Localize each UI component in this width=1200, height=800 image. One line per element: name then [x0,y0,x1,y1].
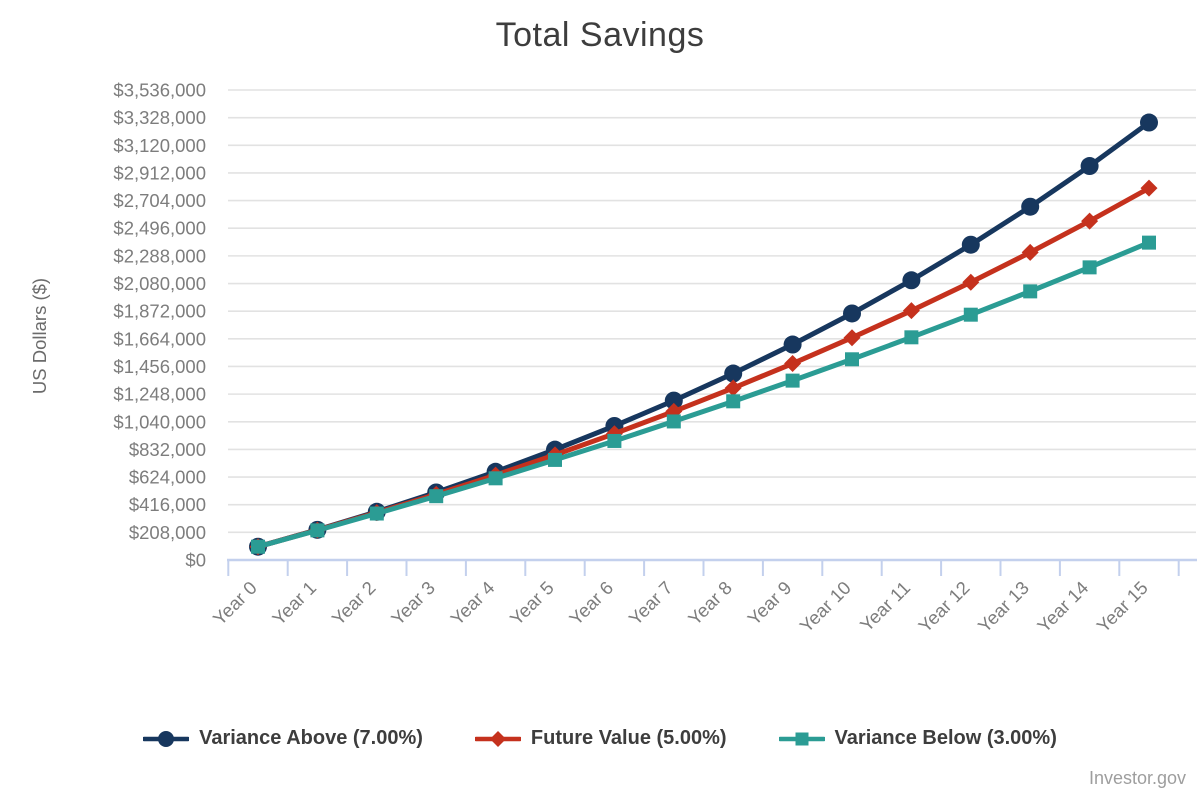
y-tick-label: $2,496,000 [113,218,206,239]
variance-below-3-00-point-year-1[interactable] [310,523,325,538]
series-variance-below-3-00 [251,235,1156,554]
y-tick-label: $2,912,000 [113,162,206,183]
variance-above-7-00-point-year-9[interactable] [783,335,802,354]
x-tick-label: Year 4 [446,577,498,629]
future-value-5-00-point-year-15[interactable] [1140,179,1158,197]
x-tick-label: Year 7 [624,577,676,629]
variance-above-7-00-point-year-8[interactable] [724,364,743,383]
series-future-value-5-00 [249,179,1158,556]
variance-below-3-00-point-year-11[interactable] [904,330,919,345]
x-tick-label: Year 11 [856,577,915,636]
y-tick-label: $0 [185,550,206,571]
variance-below-3-00-point-year-15[interactable] [1142,235,1156,250]
legend-item-future-value-5-00[interactable]: Future Value (5.00%) [474,727,727,750]
x-tick-label: Year 9 [743,577,795,629]
y-tick-label: $1,456,000 [113,356,206,377]
legend-diamond-icon [474,730,521,747]
variance-below-3-00-point-year-12[interactable] [963,307,978,322]
y-tick-label: $3,328,000 [113,107,206,128]
x-tick-label: Year 14 [1033,577,1092,636]
legend-item-variance-below-3-00[interactable]: Variance Below (3.00%) [778,727,1057,750]
variance-above-7-00-point-year-7[interactable] [664,391,683,410]
future-value-5-00-point-year-11[interactable] [902,302,920,320]
x-tick-label: Year 6 [565,577,617,629]
chart-legend: Variance Above (7.00%) Future Value (5.00… [0,727,1200,750]
variance-below-3-00-point-year-9[interactable] [785,373,800,388]
y-tick-label: $2,288,000 [113,245,206,266]
future-value-5-00-line [255,185,1152,550]
plot-area: US Dollars ($) $0 $208,000 $416,000 $624,00… [29,80,1197,636]
x-tick-label: Year 15 [1092,577,1151,636]
variance-below-3-00-point-year-8[interactable] [726,394,741,409]
x-tick-label: Year 3 [387,577,439,629]
y-tick-label: $624,000 [129,467,206,488]
x-tick-label: Year 5 [506,577,558,629]
variance-above-7-00-point-year-12[interactable] [961,235,980,254]
legend-circle-icon [143,730,190,747]
variance-below-3-00-point-year-3[interactable] [429,489,444,504]
y-tick-label: $2,080,000 [113,273,206,294]
chart-title: Total Savings [495,16,705,54]
variance-below-3-00-point-year-5[interactable] [548,452,562,467]
variance-above-7-00-line [255,120,1152,550]
legend-label: Variance Above (7.00%) [199,727,423,749]
x-tick-label: Year 13 [974,577,1033,636]
variance-below-3-00-point-year-6[interactable] [607,433,622,448]
variance-below-3-00-point-year-14[interactable] [1082,260,1097,275]
variance-below-3-00-point-year-4[interactable] [488,471,503,486]
x-tick-label: Year 2 [327,577,379,629]
y-tick-label: $3,536,000 [113,80,206,101]
y-tick-label: $1,872,000 [113,301,206,322]
legend-item-variance-above-7-00[interactable]: Variance Above (7.00%) [143,727,423,750]
y-tick-label: $1,664,000 [113,328,206,349]
legend-label: Future Value (5.00%) [530,727,727,749]
y-tick-label: $416,000 [129,494,206,515]
future-value-5-00-point-year-9[interactable] [784,355,802,373]
variance-below-3-00-line [255,240,1152,550]
future-value-5-00-point-year-8[interactable] [724,379,742,397]
series-variance-above-7-00 [249,113,1158,556]
variance-above-7-00-point-year-13[interactable] [1021,197,1040,216]
x-tick-label: Year 0 [209,577,261,629]
watermark-investor-gov: Investor.gov [1088,768,1186,788]
y-tick-label: $2,704,000 [113,190,206,211]
future-value-5-00-point-year-14[interactable] [1081,212,1099,230]
variance-below-3-00-point-year-7[interactable] [666,414,681,429]
y-axis-title: US Dollars ($) [29,278,50,394]
legend-square-icon [778,732,825,745]
legend-label: Variance Below (3.00%) [834,727,1057,749]
variance-above-7-00-point-year-10[interactable] [843,304,861,323]
x-tick-label: Year 10 [795,577,854,636]
variance-above-7-00-point-year-11[interactable] [902,271,921,290]
x-tick-label: Year 1 [268,577,320,629]
variance-below-3-00-point-year-0[interactable] [251,539,265,554]
y-tick-label: $1,040,000 [113,411,206,432]
x-tick-label: Year 12 [914,577,973,636]
y-tick-label: $208,000 [129,522,206,543]
variance-above-7-00-point-year-14[interactable] [1080,157,1099,176]
y-tick-label: $1,248,000 [113,384,206,405]
variance-below-3-00-point-year-13[interactable] [1023,284,1038,299]
variance-above-7-00-point-year-15[interactable] [1140,113,1158,132]
future-value-5-00-point-year-13[interactable] [1021,243,1039,261]
x-tick-label: Year 8 [684,577,736,629]
variance-below-3-00-point-year-2[interactable] [369,506,384,521]
y-tick-label: $3,120,000 [113,135,206,156]
y-tick-label: $832,000 [129,439,206,460]
variance-below-3-00-point-year-10[interactable] [845,352,859,367]
future-value-5-00-point-year-12[interactable] [962,273,980,291]
future-value-5-00-point-year-10[interactable] [843,329,861,347]
